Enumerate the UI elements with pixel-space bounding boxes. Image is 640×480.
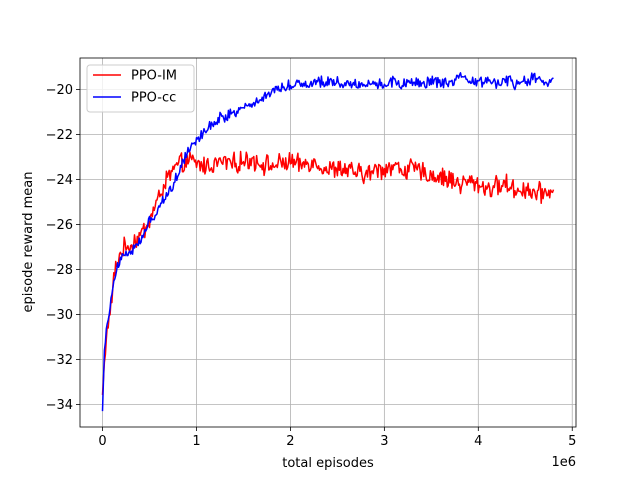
- x-tick-label: 2: [286, 434, 294, 449]
- grid: [80, 58, 576, 427]
- x-tick-label: 5: [568, 434, 576, 449]
- x-tick-label: 3: [380, 434, 388, 449]
- y-tick-label: −30: [46, 308, 73, 323]
- y-tick-label: −22: [46, 128, 73, 143]
- x-axis-label: total episodes: [282, 456, 374, 471]
- x-tick-label: 0: [98, 434, 106, 449]
- plot-frame: [79, 57, 577, 428]
- legend-label-ppo-im: PPO-IM: [131, 69, 177, 84]
- legend-label-ppo-cc: PPO-cc: [131, 91, 176, 106]
- y-tick-label: −20: [46, 83, 73, 98]
- legend: PPO-IM PPO-cc: [86, 64, 195, 113]
- x-axis-offset-text: 1e6: [551, 455, 576, 470]
- y-tick-label: −32: [46, 353, 73, 368]
- y-tick-label: −34: [46, 398, 73, 413]
- legend-frame: [86, 64, 195, 113]
- x-axis-ticks: 0 1 2 3 4 5: [98, 427, 576, 449]
- y-tick-label: −26: [46, 218, 73, 233]
- series-lines: [101, 72, 555, 412]
- y-tick-label: −28: [46, 263, 73, 278]
- series-line-ppo-im: [101, 150, 555, 395]
- y-axis-ticks: −34 −32 −30 −28 −26 −24 −22 −20: [46, 83, 80, 413]
- y-tick-label: −24: [46, 173, 73, 188]
- x-tick-label: 1: [192, 434, 200, 449]
- series-line-ppo-cc: [101, 72, 554, 412]
- x-tick-label: 4: [474, 434, 482, 449]
- y-axis-label: episode reward mean: [21, 172, 36, 313]
